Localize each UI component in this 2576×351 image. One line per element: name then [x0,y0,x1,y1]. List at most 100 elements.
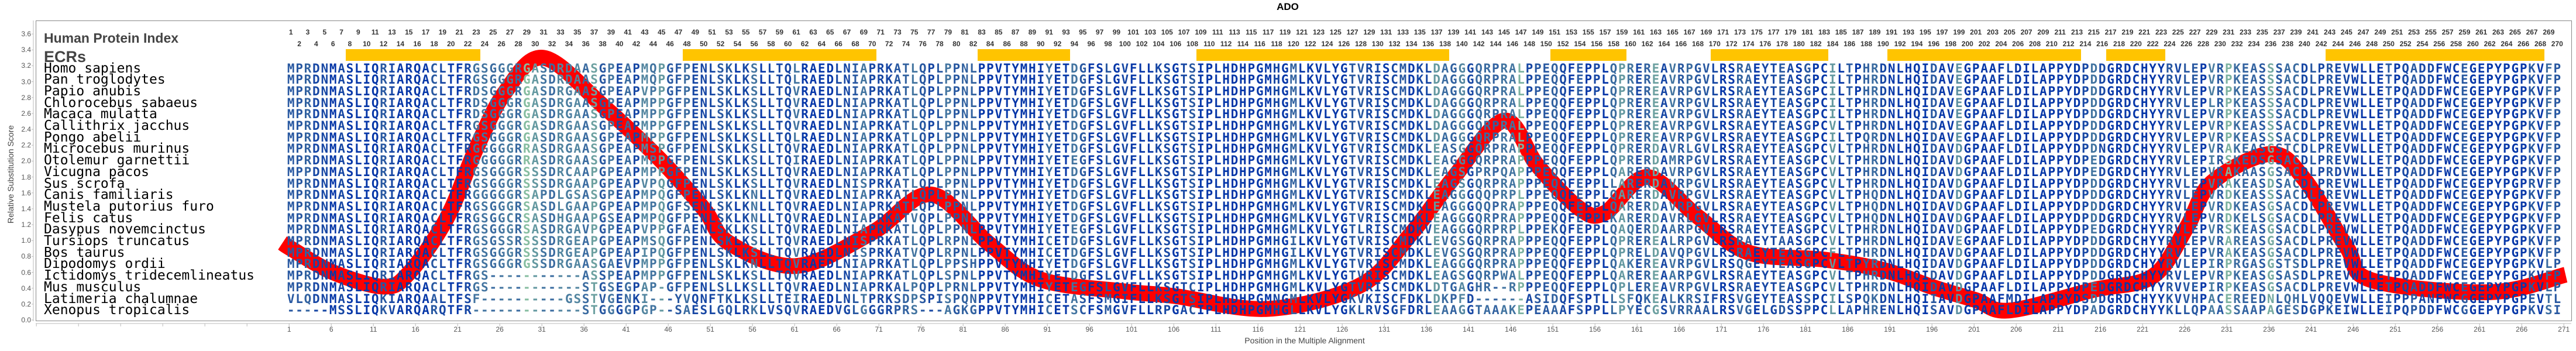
residue: D [2300,166,2309,178]
x-tick-label: 191 [1881,325,1899,333]
residue: I [1196,166,1205,178]
residue: T [2385,166,2393,178]
residue: A [1989,166,1997,178]
residue: P [1972,166,1980,178]
residue: H [1862,166,1870,178]
ruler-index-label: 44 [645,40,661,48]
x-tick-label: 216 [2092,325,2109,333]
x-tick-label: 176 [1755,325,1772,333]
y-tick-label: 1.4 [18,204,31,214]
residue: H [1239,166,1247,178]
residue: D [1955,166,1963,178]
ruler-index-label: 75 [907,28,922,36]
residue: L [910,166,919,178]
ruler-index-label: 77 [924,28,939,36]
residue: P [1525,166,1533,178]
residue: F [2544,166,2553,178]
residue: E [1635,166,1643,178]
residue: V [1946,166,1955,178]
residue: M [1399,166,1407,178]
ruler-index-label: 59 [772,28,787,36]
residue: E [1542,166,1550,178]
x-tick-label: 116 [1249,325,1267,333]
ruler-index-label: 23 [469,28,484,36]
residue: P [2317,166,2325,178]
ruler-index-label: 80 [949,40,964,48]
residue: A [2241,166,2250,178]
residue: S [1095,166,1103,178]
x-tick-label: 71 [870,325,888,333]
residue: I [1037,166,1045,178]
residue: V [2343,166,2351,178]
residue: P [2502,166,2510,178]
x-tick-label: 196 [1923,325,1941,333]
residue: G [2511,166,2519,178]
residue: Q [2401,166,2409,178]
residue: R [2115,166,2123,178]
ruler-index-label: 63 [806,28,821,36]
y-tick-label: 0.4 [18,284,31,293]
plot-frame [36,20,2572,321]
residue: A [893,166,902,178]
residue: P [978,166,986,178]
ruler-index-label: 88 [1016,40,1031,48]
ruler-index-label: 22 [460,40,476,48]
residue: S [1458,166,1466,178]
residue: G [1449,166,1457,178]
residue: R [876,166,885,178]
y-tick-label: 2.8 [18,93,31,102]
x-tick-label: 76 [912,325,930,333]
ruler-index-label: 69 [856,28,871,36]
residue: G [2267,166,2275,178]
ruler-index-label: 62 [797,40,813,48]
residue: K [1306,166,1314,178]
residue: P [927,166,935,178]
x-tick-label: 161 [1628,325,1646,333]
residue: G [1112,166,1120,178]
ruler-index-label: 26 [494,40,509,48]
ruler-index-label: 45 [654,28,669,36]
residue: M [1289,166,1298,178]
index-row-label: Human Protein Index [44,30,178,46]
residue: Q [1559,166,1567,178]
residue: E [817,166,826,178]
residue: P [986,166,994,178]
residue: Y [2494,166,2502,178]
ruler-index-label: 7 [334,28,349,36]
ruler-index-label: 35 [570,28,585,36]
y-tick-label: 3.2 [18,61,31,70]
y-tick-label: 2.0 [18,156,31,166]
residue: G [1340,166,1348,178]
residue: E [1576,166,1584,178]
residue: M [1264,166,1272,178]
x-tick-label: 261 [2471,325,2488,333]
residue: E [1432,166,1440,178]
x-tick-label: 36 [575,325,593,333]
residue: L [936,166,944,178]
x-tick-label: 106 [1165,325,1182,333]
ruler-index-label: 40 [612,40,627,48]
residue: H [1272,166,1281,178]
residue: D [2098,166,2106,178]
residue: V [2207,166,2216,178]
x-tick-label: 181 [1797,325,1814,333]
residue: Q [1609,166,1618,178]
residue: S [522,166,531,178]
residue: N [700,166,708,178]
residue: K [885,166,893,178]
ruler-index-label: 71 [873,28,888,36]
residue: L [1896,166,1904,178]
residue: R [1870,166,1879,178]
residue: R [1736,166,1744,178]
residue: F [1567,166,1576,178]
residue: H [1028,166,1036,178]
ruler-index-label: 14 [393,40,408,48]
residue: P [2553,166,2561,178]
residue: P [607,166,615,178]
ruler-index-label: 12 [376,40,391,48]
x-tick-label: 1 [280,325,298,333]
residue: N [961,166,969,178]
x-tick-label: 186 [1839,325,1856,333]
residue: W [2351,166,2359,178]
residue: T [1769,166,1777,178]
